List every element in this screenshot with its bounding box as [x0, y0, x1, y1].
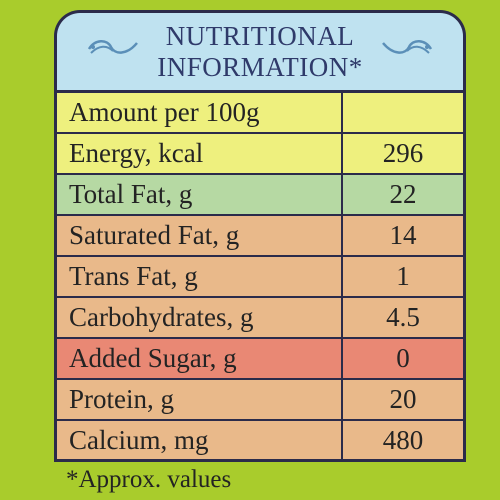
nutrient-value [343, 93, 463, 132]
nutrient-label: Carbohydrates, g [57, 298, 343, 337]
nutrient-label: Protein, g [57, 380, 343, 419]
footnote: *Approx. values [66, 466, 232, 493]
nutrient-label: Trans Fat, g [57, 257, 343, 296]
nutrient-value: 480 [382, 425, 424, 455]
table-row: Protein, g 20 [57, 380, 463, 421]
label-header: NUTRITIONAL INFORMATION* [54, 10, 466, 90]
nutrient-value: 14 [389, 220, 417, 250]
table-row: Added Sugar, g 0 [57, 339, 463, 380]
nutrient-value: 0 [396, 343, 410, 373]
nutrition-label: NUTRITIONAL INFORMATION* Amount per 100g… [8, 6, 492, 494]
nutrition-table: Amount per 100g Energy, kcal 296 Total Fat,… [54, 90, 466, 462]
table-row: Carbohydrates, g 4.5 [57, 298, 463, 339]
nutrient-label: Saturated Fat, g [57, 216, 343, 255]
table-row: Trans Fat, g 1 [57, 257, 463, 298]
nutrient-value: 22 [389, 179, 417, 209]
table-row: Total Fat, g 22 [57, 175, 463, 216]
decorative-swirl-icon [382, 40, 433, 54]
nutrient-label: Calcium, mg [57, 421, 343, 459]
table-row: Calcium, mg 480 [57, 421, 463, 459]
nutrient-label: Total Fat, g [57, 175, 343, 214]
header-title: NUTRITIONAL INFORMATION* [57, 21, 463, 83]
nutrient-label: Energy, kcal [57, 134, 343, 173]
nutrient-value: 1 [396, 261, 410, 291]
decorative-swirl-icon [87, 40, 138, 54]
table-row: Energy, kcal 296 [57, 134, 463, 175]
nutrient-label: Amount per 100g [57, 93, 343, 132]
nutrient-value: 4.5 [386, 302, 420, 332]
nutrient-label: Added Sugar, g [57, 339, 343, 378]
table-row: Saturated Fat, g 14 [57, 216, 463, 257]
table-row: Amount per 100g [57, 93, 463, 134]
title-line-2: INFORMATION* [157, 52, 363, 82]
title-line-1: NUTRITIONAL [165, 21, 355, 51]
nutrient-value: 20 [389, 384, 417, 414]
nutrient-value: 296 [382, 138, 424, 168]
